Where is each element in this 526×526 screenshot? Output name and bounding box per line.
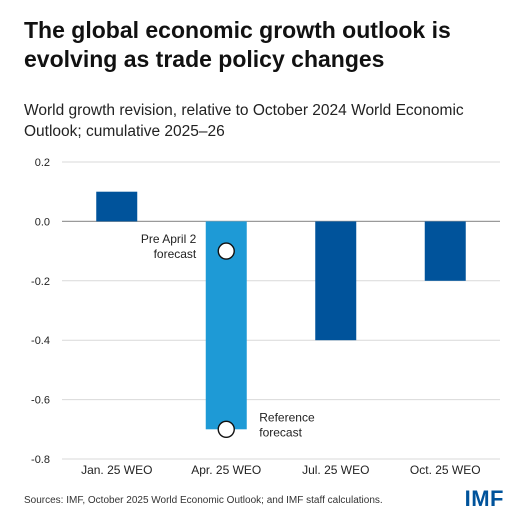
forecast-marker <box>217 242 235 260</box>
bar <box>96 191 138 222</box>
y-tick-label: -0.4 <box>31 335 50 347</box>
y-tick-label: 0.0 <box>35 216 50 228</box>
x-tick-label: Apr. 25 WEO <box>191 463 261 477</box>
marker-label: Pre April 2 forecast <box>141 232 197 261</box>
y-tick-label: -0.8 <box>31 454 50 466</box>
source-note: Sources: IMF, October 2025 World Economi… <box>24 495 383 506</box>
x-tick-label: Jul. 25 WEO <box>302 463 369 477</box>
x-tick-label: Oct. 25 WEO <box>410 463 481 477</box>
y-tick-label: -0.2 <box>31 276 50 288</box>
x-tick-label: Jan. 25 WEO <box>81 463 152 477</box>
forecast-marker <box>217 420 235 438</box>
chart-title: The global economic growth outlook is ev… <box>24 17 451 72</box>
bar <box>424 221 466 281</box>
imf-logo: IMF <box>464 486 504 511</box>
bar <box>315 221 357 341</box>
marker-label: Reference forecast <box>259 410 315 439</box>
y-tick-label: -0.6 <box>31 395 50 407</box>
chart-subtitle: World growth revision, relative to Octob… <box>24 102 464 140</box>
y-tick-label: 0.2 <box>35 157 50 169</box>
